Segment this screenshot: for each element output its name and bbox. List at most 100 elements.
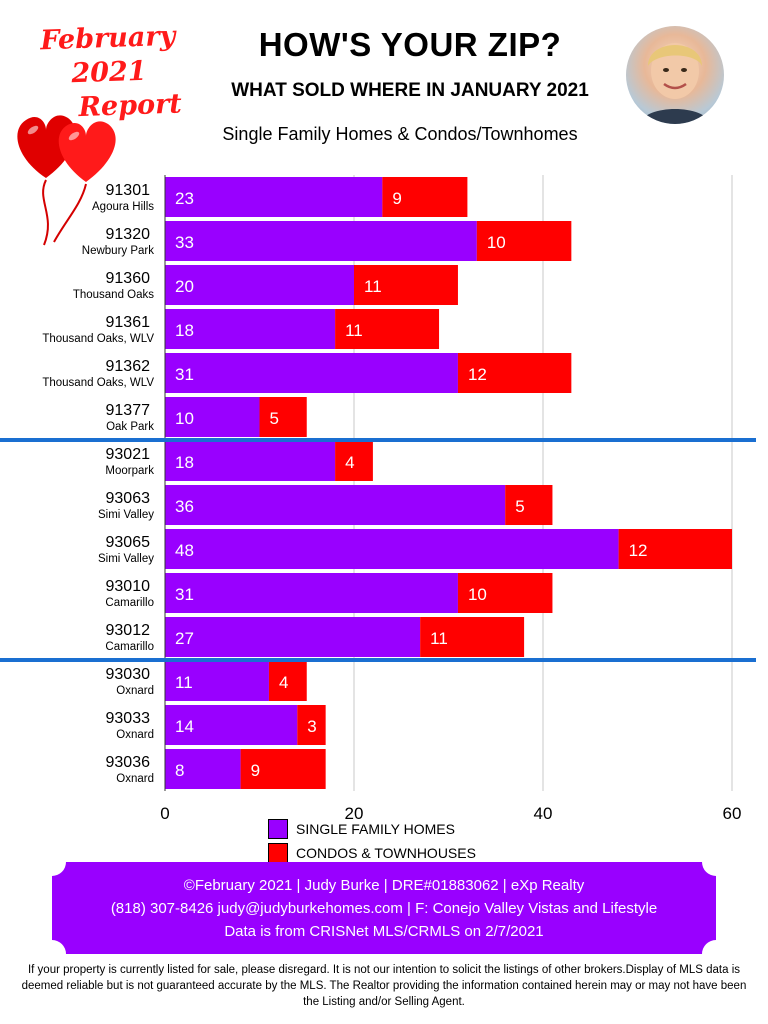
zip-label: 91377: [106, 402, 151, 419]
legend-swatch-condos: [268, 843, 288, 863]
bar-value-label: 12: [629, 541, 648, 560]
city-label: Simi Valley: [98, 553, 154, 565]
x-tick-label: 40: [534, 804, 553, 820]
bar-value-label: 11: [364, 277, 382, 296]
bar-value-label: 23: [175, 189, 194, 208]
bar-value-label: 4: [279, 673, 288, 692]
zip-label: 93021: [106, 446, 151, 463]
bar-value-label: 33: [175, 233, 194, 252]
legend-label-single-family: SINGLE FAMILY HOMES: [296, 821, 455, 837]
zip-label: 93012: [106, 622, 151, 639]
page-title: HOW'S YOUR ZIP?: [258, 26, 562, 63]
bar-single-family: [165, 177, 383, 217]
chart-caption: Single Family Homes & Condos/Townhomes: [222, 124, 578, 144]
bar-value-label: 5: [515, 497, 524, 516]
legend-label-condos: CONDOS & TOWNHOUSES: [296, 845, 476, 861]
bar-value-label: 10: [175, 409, 194, 428]
bar-value-label: 9: [251, 761, 260, 780]
bar-value-label: 8: [175, 761, 184, 780]
disclaimer-text: If your property is currently listed for…: [21, 964, 747, 1008]
bar-condos: [335, 441, 373, 481]
legend-swatch-single-family: [268, 819, 288, 839]
zip-label: 91320: [106, 226, 151, 243]
bar-condos: [618, 529, 732, 569]
bar-single-family: [165, 397, 260, 437]
bar-single-family: [165, 617, 421, 657]
legend-item-condos: CONDOS & TOWNHOUSES: [268, 842, 476, 864]
city-label: Oxnard: [116, 685, 154, 697]
bar-condos: [505, 485, 553, 525]
bar-condos: [297, 705, 326, 745]
city-label: Thousand Oaks, WLV: [42, 377, 154, 389]
bar-single-family: [165, 221, 477, 261]
city-label: Oak Park: [106, 421, 154, 433]
bar-condos: [382, 177, 468, 217]
zip-label: 93010: [106, 578, 151, 595]
x-tick-label: 60: [723, 804, 742, 820]
bar-value-label: 14: [175, 717, 194, 736]
bar-condos: [259, 397, 307, 437]
city-label: Camarillo: [105, 641, 154, 653]
bar-value-label: 20: [175, 277, 194, 296]
chart-legend: SINGLE FAMILY HOMES CONDOS & TOWNHOUSES: [268, 818, 476, 866]
city-label: Thousand Oaks, WLV: [42, 333, 154, 345]
zip-label: 93030: [106, 666, 151, 683]
bar-value-label: 12: [468, 365, 487, 384]
bar-single-family: [165, 309, 336, 349]
bar-single-family: [165, 529, 619, 569]
bar-value-label: 10: [468, 585, 487, 604]
bar-value-label: 9: [392, 189, 401, 208]
bar-single-family: [165, 749, 241, 789]
city-label: Thousand Oaks: [73, 289, 154, 301]
bar-condos: [420, 617, 525, 657]
bar-value-label: 3: [307, 717, 316, 736]
zip-label: 93063: [106, 490, 151, 507]
bar-value-label: 10: [487, 233, 506, 252]
footer-line-contact: (818) 307-8426 judy@judyburkehomes.com |…: [110, 900, 658, 917]
x-tick-label: 20: [345, 804, 364, 820]
bar-value-label: 18: [175, 453, 194, 472]
bar-value-label: 4: [345, 453, 354, 472]
city-label: Oxnard: [116, 729, 154, 741]
bar-single-family: [165, 573, 458, 613]
bar-condos: [335, 309, 440, 349]
page-subtitle: WHAT SOLD WHERE IN JANUARY 2021: [231, 80, 589, 101]
legend-item-single-family: SINGLE FAMILY HOMES: [268, 818, 476, 840]
bar-value-label: 11: [345, 321, 363, 340]
zip-label: 91361: [106, 314, 151, 331]
bar-value-label: 18: [175, 321, 194, 340]
bar-single-family: [165, 265, 354, 305]
bar-value-label: 36: [175, 497, 194, 516]
zip-label: 91360: [106, 270, 151, 287]
zip-label: 93033: [106, 710, 151, 727]
bar-condos: [240, 749, 326, 789]
bar-condos: [354, 265, 458, 305]
bar-value-label: 48: [175, 541, 194, 560]
footer-band: ©February 2021 | Judy Burke | DRE#018830…: [52, 862, 716, 954]
bar-value-label: 5: [270, 409, 279, 428]
zip-label: 93065: [106, 534, 151, 551]
zip-label: 93036: [106, 754, 151, 771]
bar-condos: [457, 353, 572, 393]
bar-condos: [476, 221, 572, 261]
city-label: Agoura Hills: [92, 201, 154, 213]
bar-value-label: 27: [175, 629, 194, 648]
bar-value-label: 11: [175, 673, 193, 692]
bar-single-family: [165, 441, 336, 481]
heart-balloons-icon: [6, 100, 136, 255]
bar-condos: [268, 661, 307, 701]
zip-label: 91301: [106, 182, 151, 199]
bar-value-label: 31: [175, 585, 194, 604]
bar-single-family: [165, 661, 269, 701]
bar-single-family: [165, 705, 298, 745]
city-label: Simi Valley: [98, 509, 154, 521]
footer-line-source: Data is from CRISNet MLS/CRMLS on 2/7/20…: [224, 923, 544, 940]
x-tick-label: 0: [160, 804, 169, 820]
bar-condos: [457, 573, 553, 613]
footer-line-copyright: ©February 2021 | Judy Burke | DRE#018830…: [183, 877, 585, 894]
bar-value-label: 11: [430, 629, 448, 648]
bar-single-family: [165, 485, 506, 525]
bar-single-family: [165, 353, 458, 393]
city-label: Camarillo: [105, 597, 154, 609]
